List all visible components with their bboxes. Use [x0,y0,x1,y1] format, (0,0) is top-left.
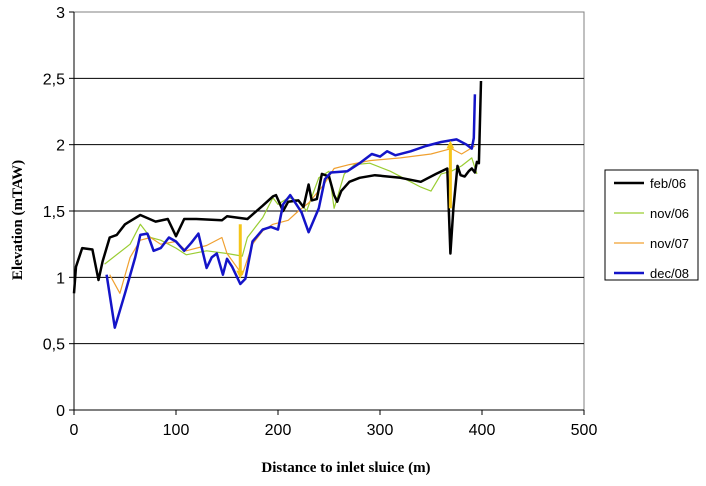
x-tick-label: 0 [70,422,79,439]
x-tick-label: 400 [469,422,496,439]
legend-label: feb/06 [650,176,686,191]
legend: feb/06 nov/06 nov/07 dec/08 [604,169,699,281]
y-tick-label: 2,5 [43,71,65,88]
legend-box [604,169,699,281]
legend-label: nov/07 [650,236,689,251]
series-layer [72,80,483,329]
axes [69,11,585,415]
y-tick-label: 3 [56,5,65,22]
legend-label: nov/06 [650,206,689,221]
x-tick-label: 200 [265,422,292,439]
series-line-dec-08 [105,94,477,329]
x-tick-label: 500 [571,422,598,439]
y-tick-label: 0 [56,403,65,420]
y-tick-label: 1 [56,270,65,287]
x-tick-label: 300 [367,422,394,439]
y-tick-label: 1,5 [43,204,65,221]
x-axis-title: Distance to inlet sluice (m) [261,460,430,476]
tick-labels: 0 0,5 1 1,5 2 2,5 3 0 100 200 300 400 500 [43,5,598,439]
series-line-nov-06 [104,157,478,265]
y-tick-label: 2 [56,138,65,155]
y-tick-label: 0,5 [43,337,65,354]
x-tick-label: 100 [163,422,190,439]
y-axis-title: Elevation (mTAW) [10,160,26,280]
legend-label: dec/08 [650,266,689,281]
gridlines [74,77,584,345]
annotation-layer [236,140,455,279]
series-line-feb-06 [72,80,483,294]
